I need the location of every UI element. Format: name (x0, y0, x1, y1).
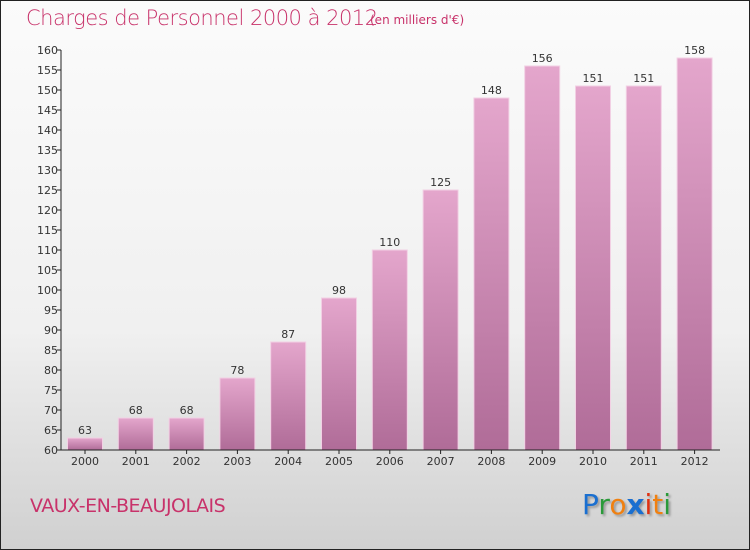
y-tick-label: 155 (37, 64, 58, 77)
y-tick-label: 140 (37, 124, 58, 137)
y-tick-label: 105 (37, 264, 58, 277)
data-label: 158 (684, 44, 705, 57)
bar-2002 (168, 417, 205, 451)
x-tick-label: 2000 (71, 455, 99, 468)
y-tick-label: 130 (37, 164, 58, 177)
x-tick-label: 2008 (477, 455, 505, 468)
bar-2004 (270, 341, 307, 451)
y-tick-label: 100 (37, 284, 58, 297)
bar-2010 (575, 85, 611, 451)
y-tick-label: 115 (37, 224, 58, 237)
y-tick-label: 120 (37, 204, 58, 217)
bar-2005 (321, 297, 357, 451)
x-tick-label: 2002 (173, 455, 201, 468)
y-tick-label: 150 (37, 84, 58, 97)
logo-letter: i (663, 488, 672, 521)
x-tick-label: 2012 (681, 455, 709, 468)
location-name: VAUX-EN-BEAUJOLAIS (30, 495, 226, 517)
bar-2003 (219, 377, 256, 451)
logo-letter: r (598, 488, 610, 521)
x-tick-label: 2003 (223, 455, 251, 468)
chart-title: Charges de Personnel 2000 à 2012 (26, 6, 378, 30)
data-label: 63 (78, 424, 92, 437)
data-label: 156 (532, 52, 553, 65)
data-label: 110 (379, 236, 400, 249)
proxiti-logo: Proxiti (582, 488, 671, 521)
logo-letter: i (644, 488, 653, 521)
x-tick-label: 2011 (630, 455, 658, 468)
x-tick-label: 2005 (325, 455, 353, 468)
bar-2001 (117, 417, 154, 451)
y-tick-label: 65 (44, 424, 58, 437)
bar-2011 (625, 85, 662, 451)
y-tick-label: 125 (37, 184, 58, 197)
bar-2006 (371, 249, 408, 451)
y-tick-label: 85 (44, 344, 58, 357)
logo-letter: x (626, 488, 645, 521)
y-tick-label: 135 (37, 144, 58, 157)
data-label: 68 (180, 404, 194, 417)
bar-2007 (422, 189, 459, 451)
chart-subtitle: (en milliers d'€) (370, 13, 465, 27)
data-label: 148 (481, 84, 502, 97)
logo-letter: t (652, 488, 664, 521)
y-tick-label: 160 (37, 44, 58, 57)
bar-2008 (473, 97, 510, 451)
data-label: 87 (281, 328, 295, 341)
logo-letter: o (609, 488, 627, 521)
x-tick-label: 2009 (528, 455, 556, 468)
x-tick-label: 2006 (376, 455, 404, 468)
y-tick-label: 70 (44, 404, 58, 417)
data-label: 68 (129, 404, 143, 417)
x-tick-label: 2007 (427, 455, 455, 468)
bar-2009 (524, 65, 561, 451)
bar-2012 (676, 57, 713, 451)
y-tick-label: 110 (37, 244, 58, 257)
bar-2000 (67, 437, 103, 451)
data-label: 151 (583, 72, 604, 85)
data-label: 78 (230, 364, 244, 377)
data-label: 98 (332, 284, 346, 297)
y-tick-label: 90 (44, 324, 58, 337)
x-tick-label: 2001 (122, 455, 150, 468)
logo-letter: P (582, 488, 599, 521)
y-tick-label: 80 (44, 364, 58, 377)
data-label: 125 (430, 176, 451, 189)
y-tick-label: 145 (37, 104, 58, 117)
x-tick-label: 2004 (274, 455, 302, 468)
y-tick-label: 60 (44, 444, 58, 457)
data-label: 151 (633, 72, 654, 85)
y-tick-label: 75 (44, 384, 58, 397)
y-tick-label: 95 (44, 304, 58, 317)
x-tick-label: 2010 (579, 455, 607, 468)
